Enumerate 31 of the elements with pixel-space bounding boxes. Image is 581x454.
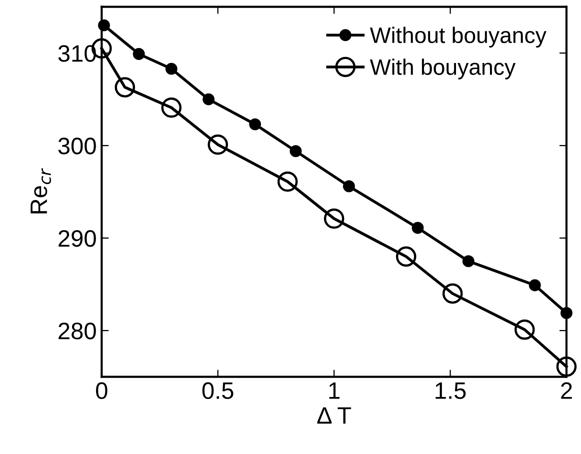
point (342, 180, 355, 192)
point (208, 134, 228, 155)
x-tick-label: 2 (561, 382, 572, 399)
point (202, 93, 215, 106)
point (324, 208, 344, 229)
point (132, 48, 145, 60)
y-tick-label: 310 (58, 45, 96, 62)
point (277, 172, 298, 192)
point (528, 279, 541, 292)
point (165, 62, 178, 75)
legend-label: Without bouyancy (370, 26, 546, 48)
y-tick-label: 300 (58, 138, 96, 154)
point (249, 118, 262, 130)
point (442, 283, 463, 304)
y-axis-title: Re$_{cr}$ (30, 168, 52, 214)
point (556, 356, 577, 377)
point (161, 98, 182, 118)
point (290, 145, 302, 158)
y-tick-label: 280 (58, 322, 96, 340)
x-axis-title: Δ T (317, 407, 352, 424)
point (514, 320, 535, 340)
y-tick-label: 290 (58, 230, 96, 247)
x-tick-label: 1.5 (436, 382, 466, 400)
point (114, 77, 136, 98)
x-tick-label: 0.5 (202, 382, 234, 400)
point (412, 222, 424, 234)
point (396, 246, 416, 267)
x-tick-label: 0 (96, 382, 108, 400)
legend-label: With bouyancy (370, 58, 516, 80)
x-tick-label: 1 (329, 382, 340, 399)
point (462, 255, 474, 268)
